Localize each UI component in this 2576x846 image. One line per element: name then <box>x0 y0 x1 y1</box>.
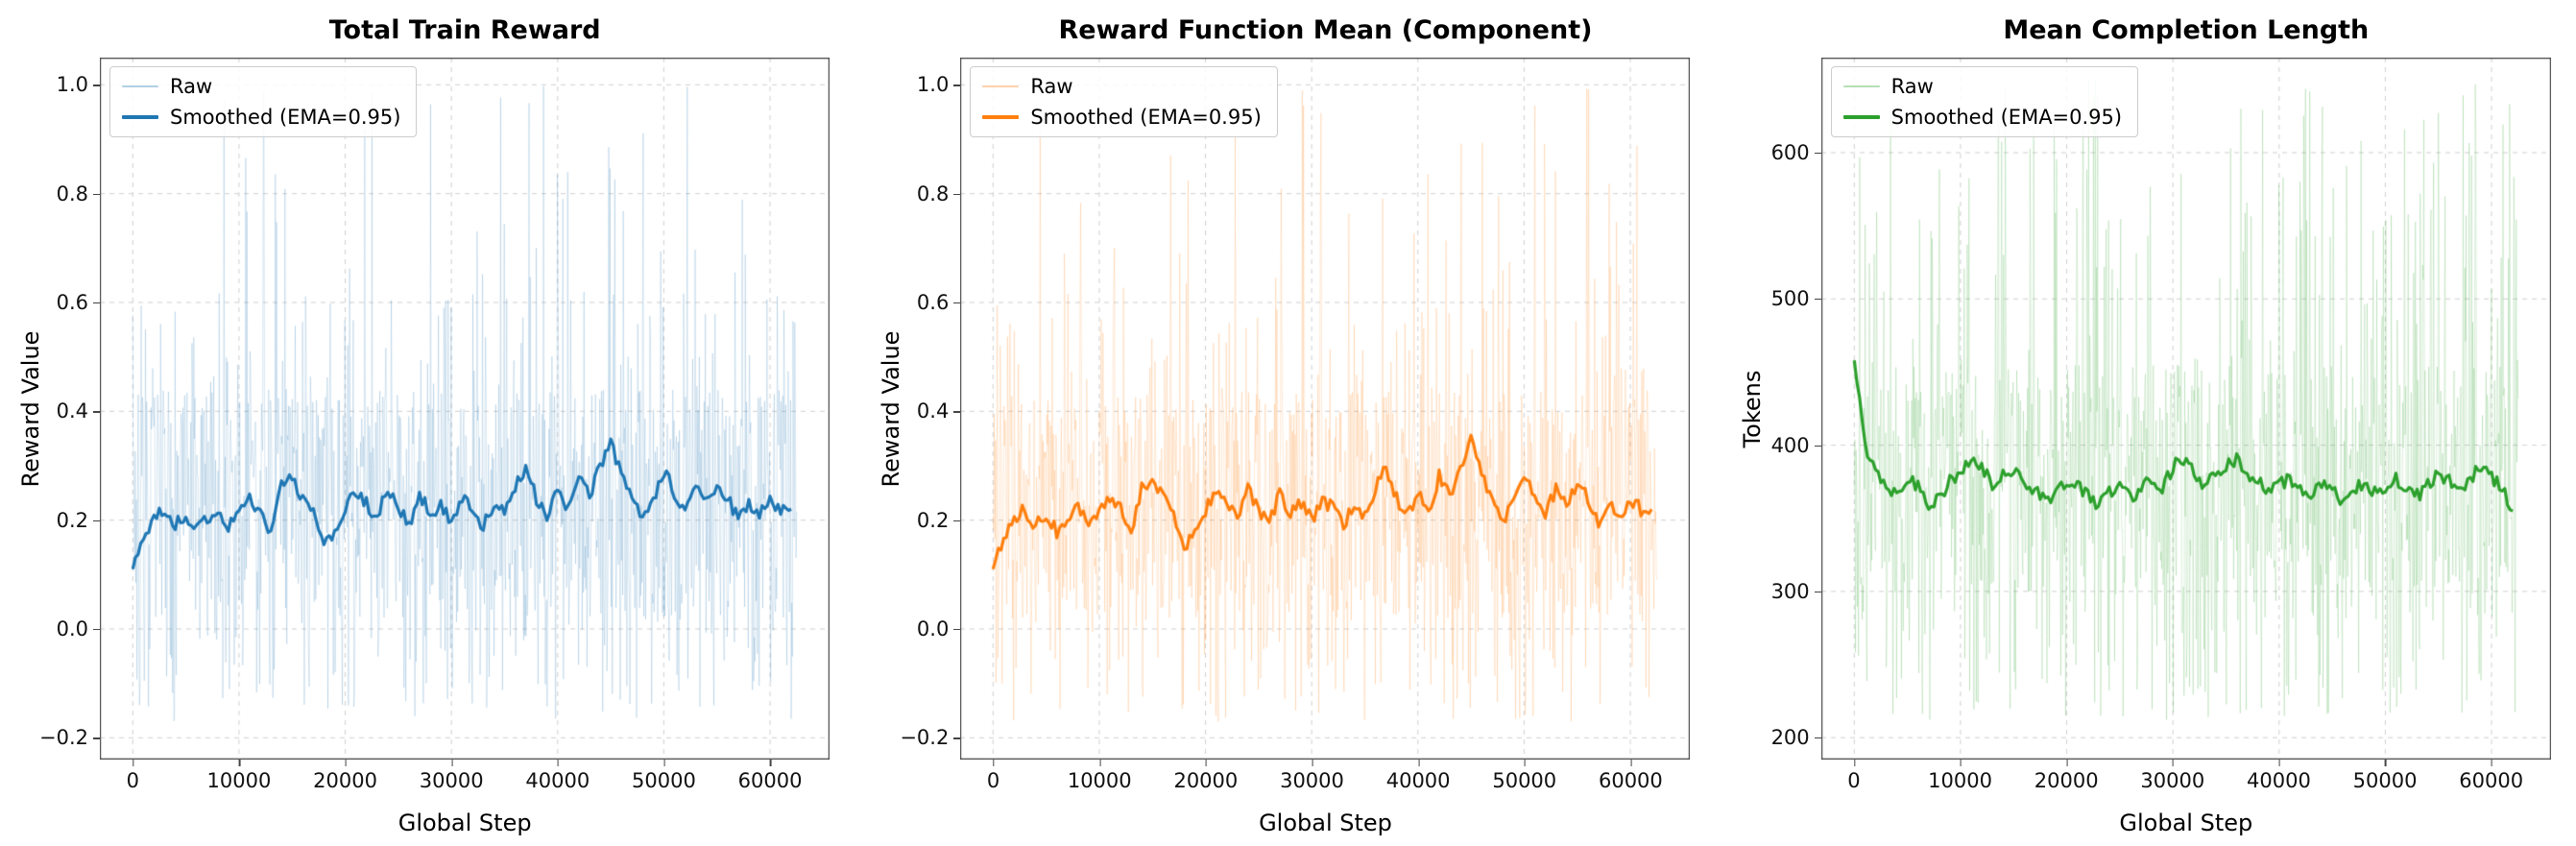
smoothed-line-swatch <box>122 115 158 119</box>
y-tick-label: 0.0 <box>916 617 961 641</box>
plot-area: Raw Smoothed (EMA=0.95) 0 10000 20000 30000… <box>39 58 830 792</box>
legend-item-smoothed: Smoothed (EMA=0.95) <box>982 106 1262 129</box>
legend-label-smoothed: Smoothed (EMA=0.95) <box>1030 106 1262 129</box>
y-tick-label: 0.8 <box>56 181 101 205</box>
chart-title: Mean Completion Length <box>2003 15 2370 45</box>
y-tick-label: 300 <box>1770 579 1821 603</box>
x-tick-label: 30000 <box>1280 760 1344 792</box>
chart-panel-mean-completion-length: Mean Completion Length Tokens Raw Smooth… <box>1733 8 2564 838</box>
y-tick-label: −0.2 <box>39 726 100 750</box>
legend: Raw Smoothed (EMA=0.95) <box>109 66 418 137</box>
y-tick-label: 0.4 <box>56 399 101 423</box>
raw-line-swatch <box>982 85 1020 87</box>
legend-label-raw: Raw <box>1030 75 1073 98</box>
y-axis-label: Tokens <box>1738 370 1766 447</box>
x-tick-label: 50000 <box>2352 760 2418 792</box>
y-tick-label: 0.2 <box>916 508 961 532</box>
y-tick-label: −0.2 <box>900 726 961 750</box>
x-tick-label: 40000 <box>525 760 590 792</box>
x-tick-label: 60000 <box>737 760 803 792</box>
chart-title: Reward Function Mean (Component) <box>1058 15 1593 45</box>
plot-canvas <box>960 58 1691 760</box>
x-tick-label: 0 <box>126 760 139 792</box>
smoothed-line-swatch <box>982 115 1020 119</box>
plot-area: Raw Smoothed (EMA=0.95) 0 10000 20000 30000… <box>900 58 1691 792</box>
legend-item-smoothed: Smoothed (EMA=0.95) <box>122 106 400 129</box>
y-tick-label: 0.8 <box>916 181 961 205</box>
x-axis-label: Global Step <box>397 810 532 836</box>
y-tick-label: 1.0 <box>916 73 961 97</box>
legend: Raw Smoothed (EMA=0.95) <box>970 66 1278 137</box>
x-tick-label: 50000 <box>1492 760 1557 792</box>
x-tick-label: 30000 <box>419 760 484 792</box>
legend-item-smoothed: Smoothed (EMA=0.95) <box>1842 106 2123 129</box>
x-axis-label: Global Step <box>2119 810 2253 836</box>
x-tick-label: 10000 <box>1928 760 1992 792</box>
legend-item-raw: Raw <box>122 75 400 98</box>
y-tick-label: 400 <box>1770 433 1821 457</box>
y-tick-label: 0.2 <box>56 508 101 532</box>
x-tick-label: 60000 <box>2459 760 2524 792</box>
x-tick-label: 20000 <box>313 760 377 792</box>
y-tick-label: 500 <box>1770 287 1821 311</box>
x-tick-label: 60000 <box>1598 760 1663 792</box>
x-tick-label: 0 <box>986 760 1000 792</box>
x-tick-label: 20000 <box>1173 760 1239 792</box>
smoothed-line-swatch <box>1842 115 1880 119</box>
x-tick-label: 40000 <box>2247 760 2311 792</box>
x-tick-label: 50000 <box>632 760 696 792</box>
chart-title: Total Train Reward <box>328 15 601 45</box>
raw-line-swatch <box>122 85 158 87</box>
legend-item-raw: Raw <box>982 75 1261 98</box>
y-tick-label: 0.6 <box>56 291 101 314</box>
x-tick-label: 10000 <box>206 760 272 792</box>
chart-panel-reward-function-mean: Reward Function Mean (Component) Reward … <box>872 8 1703 838</box>
legend-item-raw: Raw <box>1842 75 2122 98</box>
x-tick-label: 20000 <box>2034 760 2099 792</box>
chart-panel-total-train-reward: Total Train Reward Reward Value Raw Smoo… <box>12 8 843 838</box>
raw-line-swatch <box>1842 85 1880 87</box>
y-tick-label: 0.6 <box>916 291 961 314</box>
y-tick-label: 600 <box>1770 140 1821 164</box>
plot-area: Raw Smoothed (EMA=0.95) 0 10000 20000 30000… <box>1771 58 2551 792</box>
plot-canvas <box>1820 58 2551 760</box>
y-tick-label: 200 <box>1770 726 1821 750</box>
y-tick-label: 0.4 <box>916 399 961 423</box>
legend: Raw Smoothed (EMA=0.95) <box>1830 66 2139 137</box>
y-tick-label: 0.0 <box>56 617 101 641</box>
x-tick-label: 10000 <box>1067 760 1132 792</box>
x-axis-label: Global Step <box>1259 810 1392 836</box>
plot-canvas <box>100 58 830 760</box>
legend-label-smoothed: Smoothed (EMA=0.95) <box>1890 106 2123 129</box>
y-axis-label: Reward Value <box>17 330 44 487</box>
x-tick-label: 30000 <box>2140 760 2205 792</box>
legend-label-smoothed: Smoothed (EMA=0.95) <box>170 106 401 129</box>
legend-label-raw: Raw <box>1890 75 1934 98</box>
x-tick-label: 40000 <box>1385 760 1451 792</box>
y-tick-label: 1.0 <box>56 73 101 97</box>
y-axis-label: Reward Value <box>878 330 905 487</box>
legend-label-raw: Raw <box>170 75 213 98</box>
x-tick-label: 0 <box>1847 760 1861 792</box>
